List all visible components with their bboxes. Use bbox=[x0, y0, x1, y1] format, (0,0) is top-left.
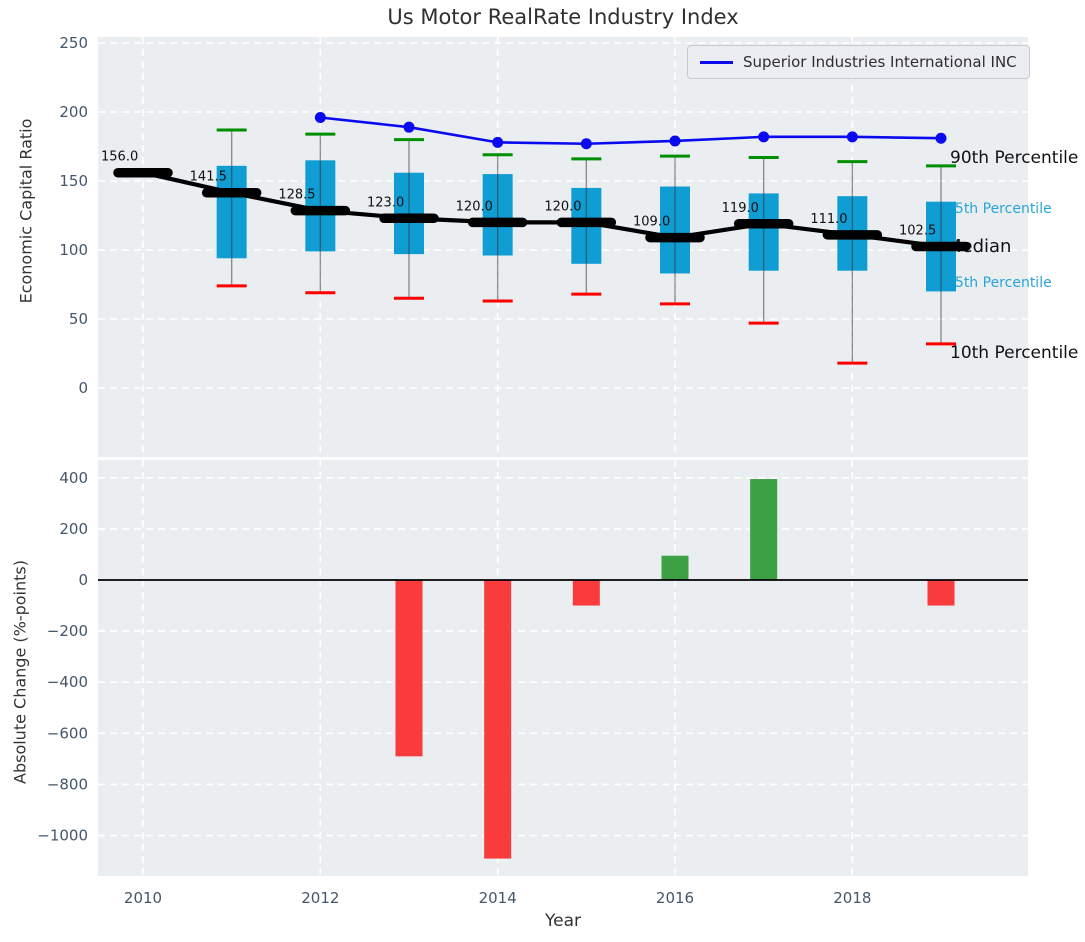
median-line-layer bbox=[113, 167, 971, 252]
chart-title: Us Motor RealRate Industry Index bbox=[387, 5, 739, 29]
median-value-label-2014: 120.0 bbox=[456, 199, 493, 214]
bottom-y-axis-label: Absolute Change (%-points) bbox=[10, 560, 30, 784]
tick-label: 2012 bbox=[301, 889, 339, 907]
tick-label: 0 bbox=[78, 379, 88, 397]
tick-label: 2018 bbox=[833, 889, 871, 907]
change-bar-2015 bbox=[572, 580, 600, 606]
top-plot-background bbox=[98, 37, 1028, 457]
top-y-axis-label: Economic Capital Ratio bbox=[16, 118, 36, 304]
annotation-90th-percentile: 90th Percentile bbox=[950, 148, 1078, 168]
legend-line-swatch bbox=[700, 60, 733, 64]
change-bar-2013 bbox=[395, 580, 423, 757]
change-bar-2019 bbox=[927, 580, 955, 606]
gridlines bbox=[98, 37, 1028, 876]
bottom-plot-background bbox=[98, 460, 1028, 876]
tick-label: −600 bbox=[47, 724, 88, 742]
company-marker-2016 bbox=[669, 135, 681, 147]
annotation-25th-percentile: 25th Percentile bbox=[946, 275, 1052, 291]
median-value-labels: 156.0 141.5 128.5 123.0 120.0 120.0 109.0 119.0… bbox=[101, 150, 936, 239]
median-value-label-2017: 119.0 bbox=[722, 201, 759, 216]
change-bar-2016 bbox=[661, 555, 689, 580]
median-value-label-2015: 120.0 bbox=[544, 199, 581, 214]
tick-label: 2010 bbox=[124, 889, 162, 907]
company-line-layer bbox=[314, 112, 947, 150]
median-value-label-2018: 111.0 bbox=[810, 212, 847, 227]
median-trend-line bbox=[140, 170, 944, 249]
tick-label: −400 bbox=[47, 673, 88, 691]
tick-label: 250 bbox=[59, 34, 88, 52]
tick-label: 2014 bbox=[479, 889, 517, 907]
tick-label: 100 bbox=[59, 241, 88, 259]
median-value-label-2016: 109.0 bbox=[633, 215, 670, 230]
tick-label: 150 bbox=[59, 172, 88, 190]
company-marker-2013 bbox=[403, 121, 415, 133]
company-marker-2018 bbox=[846, 131, 858, 143]
tick-label: −1000 bbox=[37, 827, 88, 845]
median-value-label-2010: 156.0 bbox=[101, 150, 138, 165]
company-marker-2015 bbox=[580, 138, 592, 150]
tick-label: 200 bbox=[59, 103, 88, 121]
company-marker-2012 bbox=[314, 112, 326, 124]
median-value-label-2012: 128.5 bbox=[278, 188, 315, 203]
company-marker-2019 bbox=[935, 132, 947, 144]
plot-backgrounds bbox=[98, 37, 1028, 876]
change-bar-2017 bbox=[750, 479, 778, 580]
legend-label: Superior Industries International INC bbox=[743, 53, 1017, 71]
tick-label: 200 bbox=[59, 520, 88, 538]
median-value-label-2013: 123.0 bbox=[367, 195, 404, 210]
median-value-label-2011: 141.5 bbox=[190, 170, 227, 185]
change-bar-2014 bbox=[484, 580, 512, 859]
tick-label: 400 bbox=[59, 469, 88, 487]
company-marker-2014 bbox=[492, 136, 504, 148]
tick-label: 2016 bbox=[656, 889, 694, 907]
annotation-10th-percentile: 10th Percentile bbox=[950, 343, 1078, 363]
company-line bbox=[320, 116, 942, 146]
bar-layer bbox=[98, 479, 1028, 859]
tick-label: −200 bbox=[47, 622, 88, 640]
x-axis-label: Year bbox=[545, 911, 581, 931]
median-value-label-2019: 102.5 bbox=[899, 224, 936, 239]
annotation-75th-percentile: 75th Percentile bbox=[946, 201, 1052, 217]
percentile-annotations: 90th Percentile 75th Percentile Median 2… bbox=[946, 148, 1078, 363]
legend: Superior Industries International INC bbox=[687, 45, 1030, 79]
tick-label: 0 bbox=[78, 571, 88, 589]
tick-labels: 0 50 100 150 200 250 400 200 0 −200 −400 −600 −800 −1… bbox=[37, 34, 871, 907]
tick-label: 50 bbox=[69, 310, 88, 328]
company-marker-2017 bbox=[758, 131, 770, 143]
annotation-median: Median bbox=[946, 236, 1011, 257]
whisker-layer bbox=[216, 128, 957, 365]
tick-label: −800 bbox=[47, 775, 88, 793]
